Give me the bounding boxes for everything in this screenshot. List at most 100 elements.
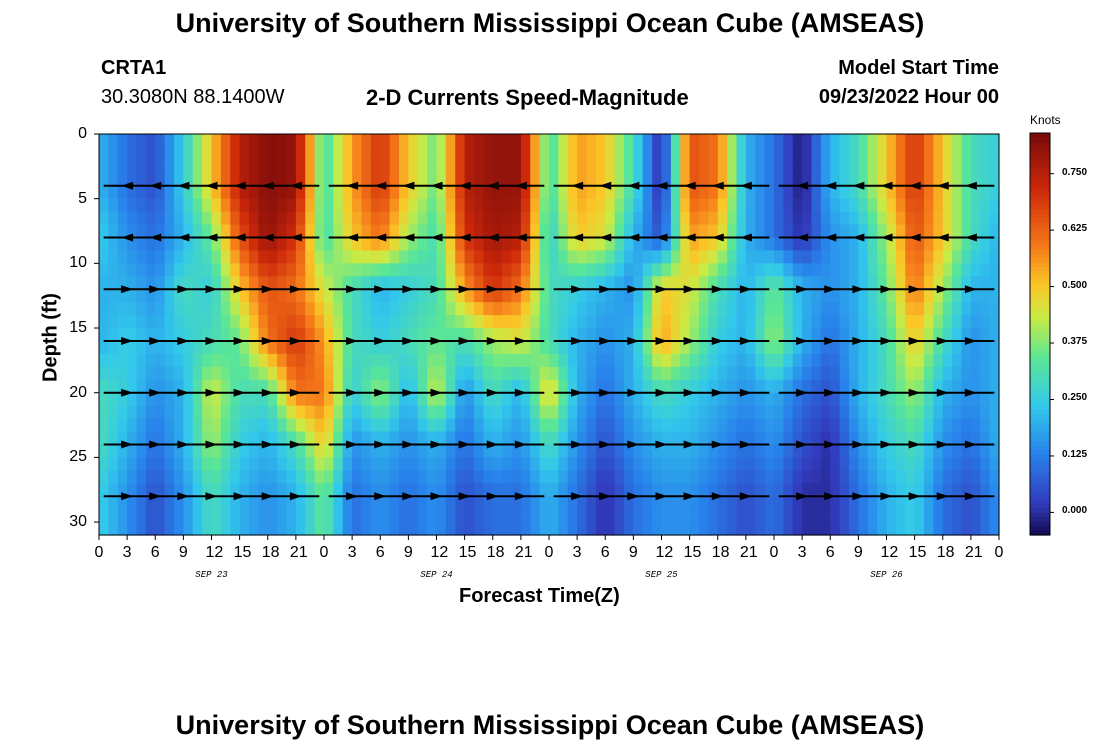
heat-cell xyxy=(502,250,513,264)
heat-cell xyxy=(820,405,831,420)
heat-cell xyxy=(192,379,203,394)
heat-cell xyxy=(717,470,728,484)
heat-cell xyxy=(539,185,550,200)
heat-cell xyxy=(867,172,878,187)
current-vector-arrowhead xyxy=(402,181,415,190)
heat-cell xyxy=(980,237,991,252)
heat-cell xyxy=(286,418,297,433)
heat-cell xyxy=(436,496,447,510)
heat-cell xyxy=(727,185,738,200)
heat-cell xyxy=(417,379,428,394)
heat-cell xyxy=(652,353,663,368)
heat-cell xyxy=(549,198,559,213)
heat-cell xyxy=(989,328,1000,342)
colorbar-frame xyxy=(1029,132,1051,536)
heat-cell xyxy=(774,224,784,239)
heat-cell xyxy=(342,405,353,420)
heat-cell xyxy=(127,457,138,471)
heat-cell xyxy=(202,315,213,329)
heat-cell xyxy=(502,418,513,433)
heat-cell xyxy=(483,522,494,536)
heat-cell xyxy=(549,250,559,264)
heat-cell xyxy=(108,496,119,510)
heat-cell xyxy=(624,457,634,471)
heat-cell xyxy=(183,198,194,213)
heat-cell xyxy=(389,263,400,277)
heat-cell xyxy=(164,276,175,290)
heat-cell xyxy=(380,392,391,407)
heat-cell xyxy=(389,405,400,420)
heat-cell xyxy=(455,522,466,536)
heat-cell xyxy=(249,315,259,329)
heat-cell xyxy=(680,328,691,342)
heat-cell xyxy=(933,146,944,161)
heat-cell xyxy=(577,237,588,252)
heat-cell xyxy=(211,405,222,420)
heat-cell xyxy=(867,340,878,355)
heat-cell xyxy=(952,134,963,148)
heat-cell xyxy=(399,172,409,187)
heat-cell xyxy=(670,457,681,471)
heat-cell xyxy=(136,496,147,510)
heat-cell xyxy=(614,444,625,458)
heat-cell xyxy=(520,444,531,458)
current-vector-arrowhead xyxy=(908,440,921,449)
heat-cell xyxy=(164,237,175,252)
heat-cell xyxy=(108,250,119,264)
heat-cell xyxy=(877,146,888,161)
heat-cell xyxy=(549,159,559,174)
heat-cell xyxy=(577,405,588,420)
heat-cell xyxy=(586,483,597,497)
heat-cell xyxy=(614,211,625,226)
heat-cell xyxy=(783,159,794,174)
heat-cell xyxy=(867,146,878,161)
colorbar-swatch xyxy=(1030,226,1050,232)
heat-cell xyxy=(727,302,738,316)
heat-cell xyxy=(680,250,691,264)
heat-cell xyxy=(520,366,531,381)
heat-cell xyxy=(942,250,953,264)
heat-cell xyxy=(558,146,569,161)
heat-cell xyxy=(239,340,250,355)
heat-cell xyxy=(708,522,719,536)
heat-cell xyxy=(642,509,653,523)
heat-cell xyxy=(699,250,709,264)
heat-cell xyxy=(811,289,822,303)
heat-cell xyxy=(305,315,316,329)
heat-cell xyxy=(858,237,869,252)
heat-cell xyxy=(792,353,803,368)
heat-cell xyxy=(727,315,738,329)
heat-cell xyxy=(164,366,175,381)
colorbar-swatch xyxy=(1030,445,1050,451)
heat-cell xyxy=(127,483,138,497)
heat-cell xyxy=(539,509,550,523)
heat-cell xyxy=(745,444,756,458)
heat-cell xyxy=(577,470,588,484)
heat-cell xyxy=(933,315,944,329)
heat-cell xyxy=(324,224,334,239)
heat-cell xyxy=(980,470,991,484)
heat-cell xyxy=(736,496,747,510)
heat-cell xyxy=(324,418,334,433)
heat-cell xyxy=(708,431,719,446)
heat-cell xyxy=(502,496,513,510)
heat-cell xyxy=(886,237,897,252)
heat-cell xyxy=(567,418,578,433)
heat-cell xyxy=(127,366,138,381)
heat-cell xyxy=(324,340,334,355)
heat-cell xyxy=(717,263,728,277)
heat-cell xyxy=(520,159,531,174)
heat-cell xyxy=(830,483,841,497)
heat-cell xyxy=(652,224,663,239)
heat-cell xyxy=(417,134,428,148)
heat-cell xyxy=(511,353,522,368)
current-vector-arrowhead xyxy=(374,440,387,449)
heat-cell xyxy=(249,198,259,213)
heat-cell xyxy=(333,496,344,510)
heat-cell xyxy=(267,211,278,226)
heat-cell xyxy=(333,276,344,290)
heat-cell xyxy=(605,431,616,446)
heat-cell xyxy=(820,237,831,252)
heat-cell xyxy=(492,470,503,484)
heat-cell xyxy=(305,328,316,342)
